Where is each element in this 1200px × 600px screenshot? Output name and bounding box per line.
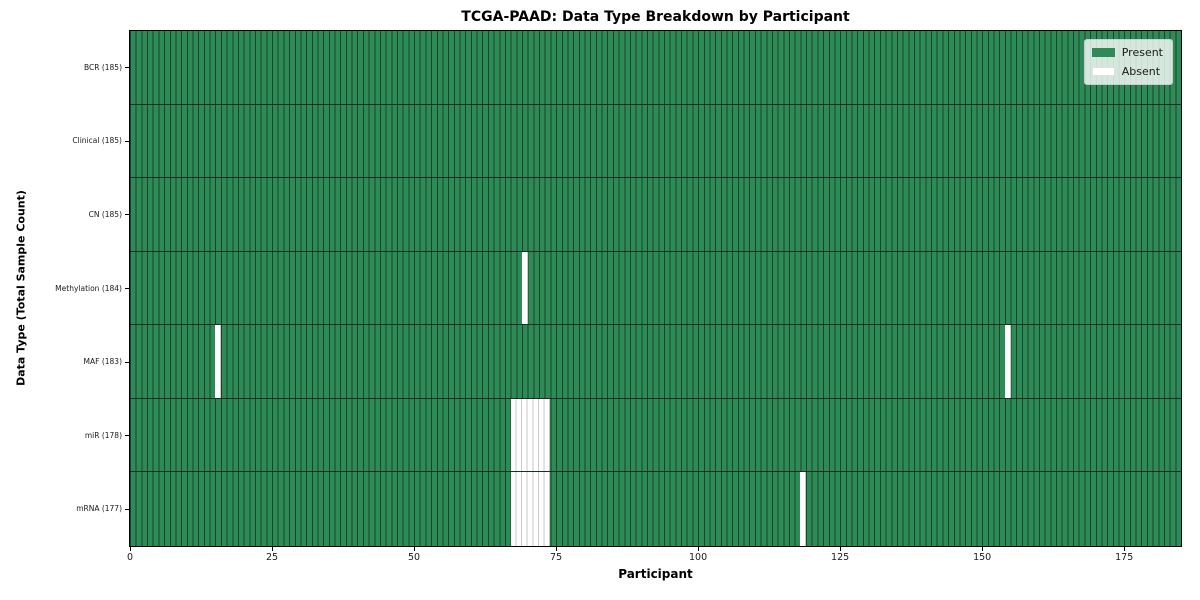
x-tick-label: 75 [550,552,563,563]
y-tick-label-cn: CN (185) [88,209,122,219]
heatmap-row-methylation [130,251,1181,326]
heatmap-row-bcr [130,31,1181,105]
heatmap-row-clinical [130,105,1181,179]
absent-run [800,472,807,546]
x-tick-label: 125 [831,552,850,563]
legend-item-absent: Absent [1091,65,1163,78]
legend: Present Absent [1083,39,1173,85]
chart-title: TCGA-PAAD: Data Type Breakdown by Partic… [461,9,850,25]
absent-run [1004,325,1011,398]
x-tick-mark [1123,547,1125,551]
legend-label-present: Present [1121,46,1163,59]
absent-run [510,398,551,472]
y-tick-mark [125,435,129,437]
absent-swatch-icon [1091,67,1115,76]
x-tick-mark [839,547,841,551]
heatmap-row-maf [130,325,1181,399]
y-tick-mark [125,140,129,142]
y-tick-label-mrna: mRNA (177) [76,504,122,514]
y-tick-label-maf: MAF (183) [83,357,122,367]
heatmap-rows [130,31,1181,546]
y-tick-label-methylation: Methylation (184) [55,283,122,293]
heatmap-row-mrna [130,472,1181,546]
absent-run [521,251,528,325]
x-tick-label: 50 [408,552,421,563]
legend-item-present: Present [1091,46,1163,59]
legend-label-absent: Absent [1121,65,1161,78]
x-tick-label: 150 [973,552,992,563]
heatmap-row-mir [130,398,1181,473]
y-tick-label-clinical: Clinical (185) [72,136,122,146]
plot-area: Present Absent [129,30,1182,547]
x-tick-mark [697,547,699,551]
y-tick-mark [125,67,129,69]
x-axis-label: Participant [618,567,693,581]
x-tick-mark [129,547,131,551]
y-tick-mark [125,508,129,510]
y-tick-mark [125,288,129,289]
absent-run [510,472,551,546]
y-tick-mark [125,214,129,216]
x-tick-label: 0 [126,552,134,563]
y-tick-mark [125,361,129,363]
x-tick-mark [555,547,557,551]
y-tick-label-bcr: BCR (185) [83,62,122,72]
y-tick-label-mir: miR (178) [84,430,122,440]
x-tick-label: 25 [265,552,279,563]
x-tick-label: 175 [1115,552,1134,563]
x-tick-mark [981,547,983,551]
absent-run [215,325,221,398]
x-tick-mark [413,547,415,551]
x-tick-mark [271,547,273,551]
x-tick-label: 100 [689,552,708,563]
heatmap-row-cn [130,178,1181,252]
present-swatch-icon [1091,48,1115,57]
